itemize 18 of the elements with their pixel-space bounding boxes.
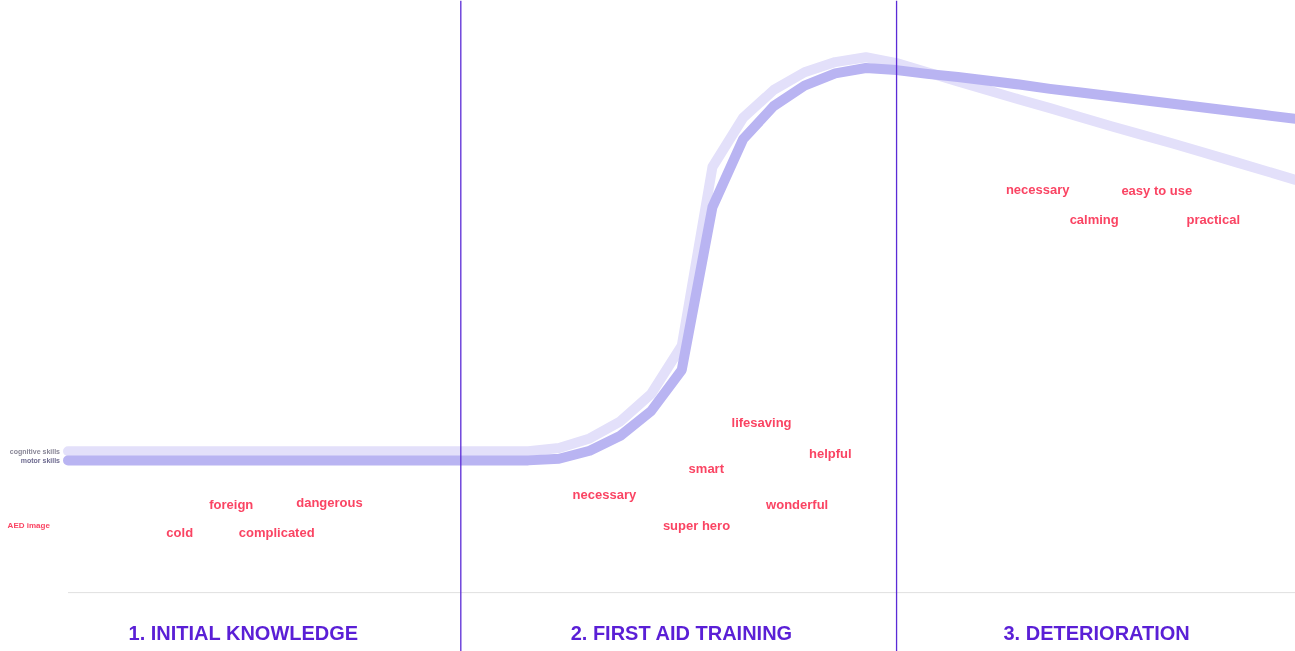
text: 2. FIRST AID TRAINING	[570, 621, 793, 644]
annotation: cold	[166, 524, 194, 540]
annotation: practical	[1186, 211, 1241, 227]
annotation: helpful	[808, 445, 852, 461]
annotation: calming	[1069, 211, 1119, 227]
annotation: lifesaving	[731, 414, 792, 430]
annotation: necessary	[572, 486, 637, 502]
annotation: complicated	[238, 524, 315, 540]
annotation: foreign	[209, 496, 254, 512]
text: 3. DETERIORATION	[1003, 621, 1190, 644]
annotation: smart	[688, 460, 725, 476]
text: AED image	[7, 520, 51, 530]
annotation: easy to use	[1121, 183, 1193, 199]
annotation: necessary	[1005, 181, 1071, 197]
annotation: dangerous	[296, 494, 363, 510]
annotation: super hero	[662, 518, 731, 534]
text: 1. INITIAL KNOWLEDGE	[128, 621, 359, 644]
annotation: wonderful	[765, 497, 829, 513]
